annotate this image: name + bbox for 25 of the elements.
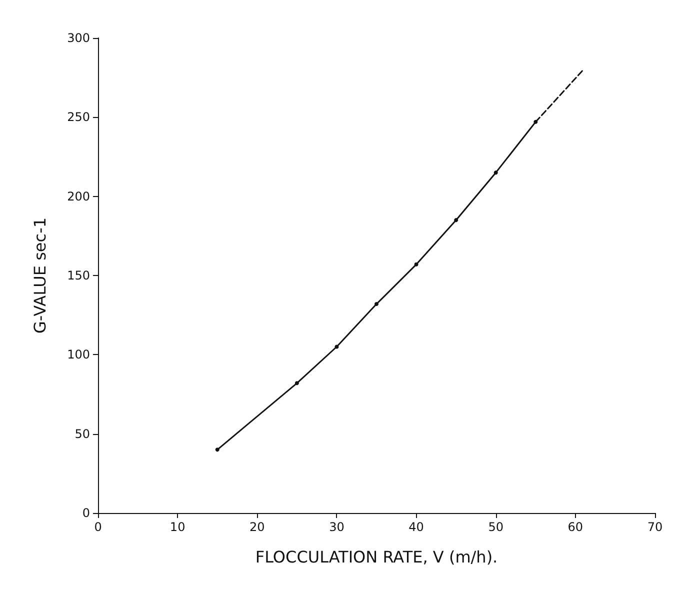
point xyxy=(494,170,498,175)
point xyxy=(534,120,538,124)
x-tick-label: 30 xyxy=(329,520,344,534)
y-tick-label: 0 xyxy=(82,506,90,520)
point xyxy=(374,302,378,306)
point xyxy=(215,448,220,452)
x-tick-label: 40 xyxy=(408,520,424,534)
x-tick-label: 50 xyxy=(488,520,504,534)
x-tick-label: 0 xyxy=(94,520,102,534)
x-tick-label: 20 xyxy=(250,520,265,534)
y-tick-label: 250 xyxy=(67,110,90,124)
y-tick-label: 50 xyxy=(74,426,90,441)
x-axis-title: FLOCCULATION RATE, V (m/h). xyxy=(255,548,498,566)
y-tick-label: 200 xyxy=(67,189,90,204)
point xyxy=(414,262,418,266)
y-tick-label: 100 xyxy=(67,348,90,362)
x-tick-label: 60 xyxy=(568,520,584,534)
y-tick-label: 150 xyxy=(67,268,90,282)
y-axis-title: G-VALUE sec-1 xyxy=(30,217,50,334)
x-tick-label: 70 xyxy=(647,520,663,534)
point xyxy=(294,381,299,386)
y-tick-label: 300 xyxy=(67,31,90,45)
point xyxy=(334,344,339,349)
x-tick-label: 10 xyxy=(170,520,186,534)
point xyxy=(454,218,458,222)
